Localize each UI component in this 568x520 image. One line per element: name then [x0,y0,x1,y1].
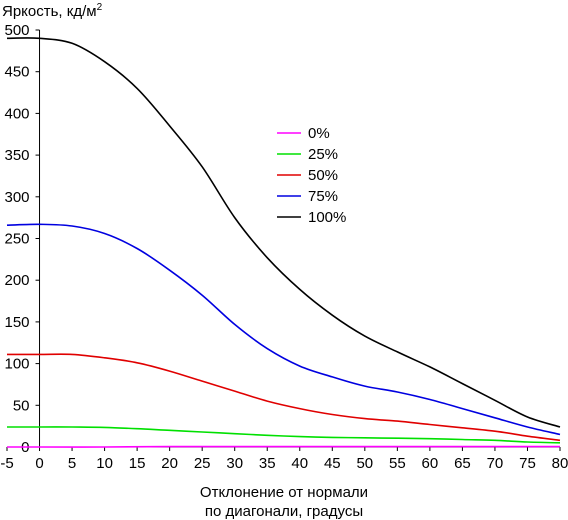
y-tick-label: 150 [4,314,29,331]
x-tick-label: 25 [194,455,211,472]
y-tick-label: 300 [4,189,29,206]
y-axis-title: Яркость, кд/м2 [2,2,103,20]
x-tick-label: 20 [161,455,178,472]
legend-label: 0% [308,125,330,142]
series-line-100pct [6,37,561,428]
x-axis-title-line2: по диагонали, градусы [205,503,363,520]
series-line-75pct [6,223,561,436]
x-tick-label: 45 [324,455,341,472]
y-tick-label: 500 [4,22,29,39]
x-tick-label: 75 [519,455,536,472]
x-tick-label: 70 [487,455,504,472]
x-tick-label: 65 [454,455,471,472]
x-axis-title-line1: Отклонение от нормали [200,484,368,501]
series-line-50pct [7,353,561,442]
y-tick-label: 400 [4,105,29,122]
series-line-25pct [7,426,561,444]
axes [7,30,560,448]
legend-label: 25% [308,146,338,163]
x-tick-label: 80 [552,455,568,472]
x-tick-label: 0 [35,455,43,472]
y-tick-label: 200 [4,272,29,289]
y-tick-label: 100 [4,356,29,373]
x-tick-label: 55 [389,455,406,472]
y-tick-label: 50 [13,397,30,414]
legend-label: 50% [308,167,338,184]
y-tick-label: 250 [4,231,29,248]
legend-label: 100% [308,209,346,226]
legend-label: 75% [308,188,338,205]
x-tick-label: 50 [356,455,373,472]
y-tick-label: 450 [4,64,29,81]
x-tick-label: 40 [291,455,308,472]
x-tick-label: 30 [226,455,243,472]
x-tick-label: 15 [129,455,146,472]
x-tick-label: 35 [259,455,276,472]
x-ticks: -5 0 5 10 15 20 25 30 35 40 45 50 55 60 65 70 75 80 [0,447,568,472]
x-tick-label: 60 [422,455,439,472]
series-lines [6,37,561,448]
y-tick-label: 350 [4,147,29,164]
x-tick-label: 5 [68,455,76,472]
legend: 0% 25% 50% 75% 100% [277,125,346,226]
x-tick-label: -5 [0,455,13,472]
x-tick-label: 10 [96,455,113,472]
